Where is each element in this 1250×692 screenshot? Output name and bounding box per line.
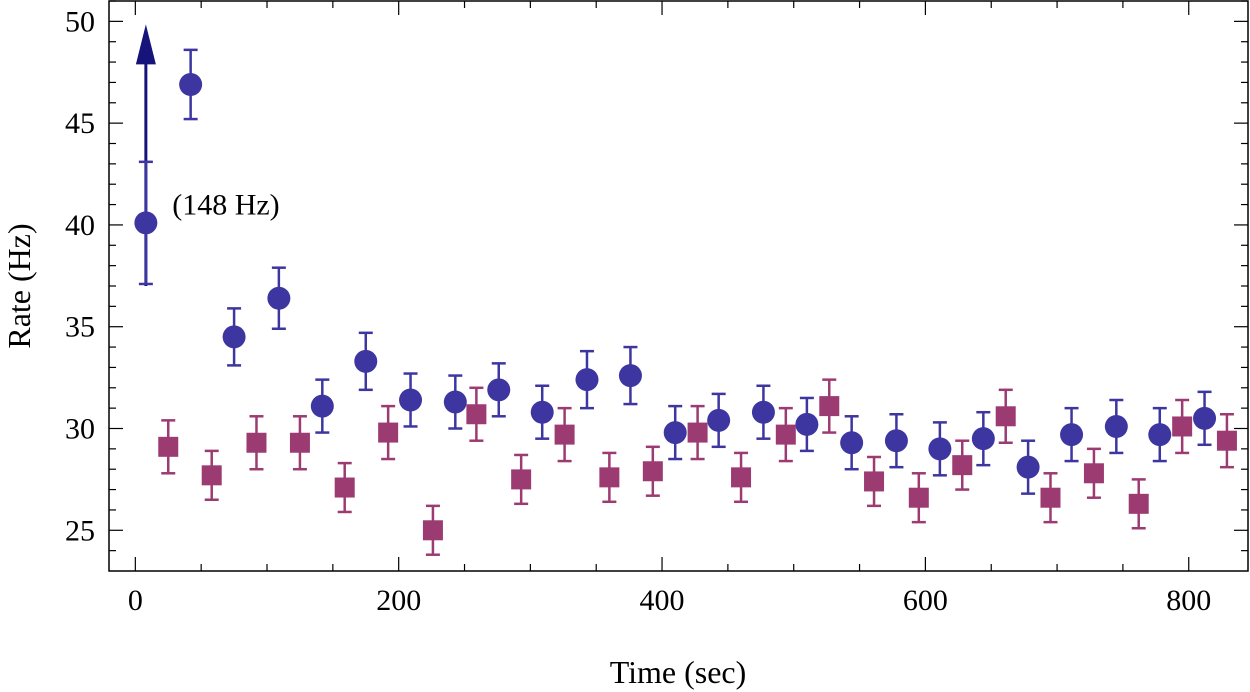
data-point-circle bbox=[179, 72, 203, 96]
data-point-circle bbox=[575, 368, 599, 392]
x-tick-label: 400 bbox=[640, 584, 685, 617]
x-tick-label: 200 bbox=[376, 584, 421, 617]
data-point-square bbox=[466, 404, 487, 425]
data-point-circle bbox=[1193, 406, 1217, 430]
data-point-square bbox=[1040, 487, 1061, 508]
series-squares bbox=[158, 378, 1237, 556]
y-tick-labels: 25 30 35 40 45 50 bbox=[65, 5, 95, 547]
data-point-square bbox=[201, 465, 222, 486]
data-point-circle bbox=[884, 429, 908, 453]
annotation-arrow-head bbox=[135, 24, 156, 65]
data-point-circle bbox=[354, 349, 378, 373]
data-point-square bbox=[1128, 493, 1149, 514]
data-point-circle bbox=[1104, 414, 1128, 438]
data-point-circle bbox=[267, 286, 291, 310]
data-point-square bbox=[422, 520, 443, 541]
data-point-square bbox=[1172, 416, 1193, 437]
data-point-circle bbox=[707, 408, 731, 432]
data-point-circle bbox=[1060, 423, 1084, 447]
data-point-circle bbox=[840, 431, 864, 455]
data-point-circle bbox=[530, 400, 554, 424]
data-point-circle bbox=[1016, 455, 1040, 479]
data-point-circle bbox=[399, 388, 423, 412]
x-tick-label: 600 bbox=[903, 584, 948, 617]
data-point-square bbox=[378, 422, 399, 443]
y-tick-label: 50 bbox=[65, 5, 95, 38]
series-circles bbox=[134, 48, 1217, 495]
annotation-label: (148 Hz) bbox=[172, 189, 279, 222]
x-axis-title: Time (sec) bbox=[610, 654, 747, 690]
series-layer bbox=[134, 48, 1237, 556]
data-point-square bbox=[1216, 430, 1237, 451]
data-point-circle bbox=[1148, 423, 1172, 447]
data-point-square bbox=[158, 436, 179, 457]
data-point-square bbox=[731, 467, 752, 488]
data-point-square bbox=[952, 455, 973, 476]
data-point-square bbox=[819, 396, 840, 417]
data-point-square bbox=[995, 406, 1016, 427]
y-tick-label: 40 bbox=[65, 209, 95, 242]
x-tick-label: 0 bbox=[128, 584, 143, 617]
y-axis-title: Rate (Hz) bbox=[1, 223, 37, 348]
data-point-square bbox=[864, 471, 885, 492]
data-point-circle bbox=[928, 437, 952, 461]
x-tick-labels: 0 200 400 600 800 bbox=[128, 584, 1211, 617]
data-point-circle bbox=[222, 325, 246, 349]
data-point-circle bbox=[134, 211, 158, 235]
y-tick-label: 35 bbox=[65, 311, 95, 344]
y-tick-label: 30 bbox=[65, 413, 95, 446]
data-point-circle bbox=[971, 427, 995, 451]
data-point-square bbox=[1083, 463, 1104, 484]
data-point-circle bbox=[795, 412, 819, 436]
data-point-circle bbox=[618, 364, 642, 388]
data-point-circle bbox=[751, 400, 775, 424]
data-point-square bbox=[289, 432, 310, 453]
data-point-square bbox=[908, 487, 929, 508]
data-point-circle bbox=[487, 378, 511, 402]
x-tick-label: 800 bbox=[1166, 584, 1211, 617]
y-tick-label: 45 bbox=[65, 107, 95, 140]
data-point-circle bbox=[663, 421, 687, 445]
data-point-square bbox=[334, 477, 355, 498]
data-point-circle bbox=[310, 394, 334, 418]
data-point-square bbox=[642, 461, 663, 482]
data-point-square bbox=[554, 424, 575, 445]
y-tick-label: 25 bbox=[65, 514, 95, 547]
axis-ticks bbox=[109, 0, 1248, 571]
data-point-square bbox=[511, 469, 532, 490]
data-point-square bbox=[246, 432, 267, 453]
data-point-square bbox=[687, 422, 708, 443]
data-point-circle bbox=[443, 390, 467, 414]
data-point-square bbox=[599, 467, 620, 488]
data-point-square bbox=[775, 424, 796, 445]
